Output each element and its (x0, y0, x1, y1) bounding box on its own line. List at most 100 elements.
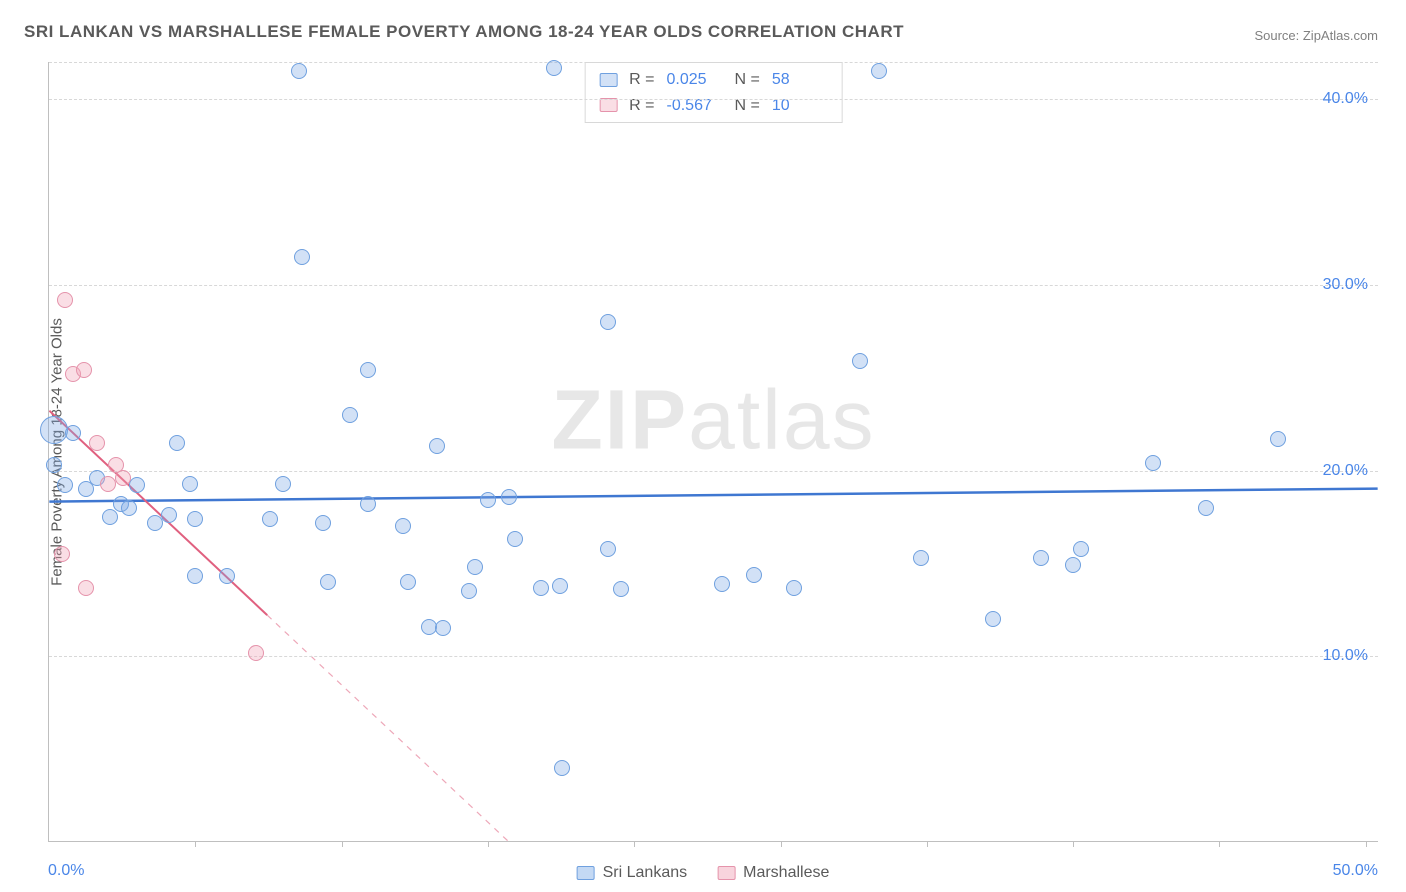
data-point (1198, 500, 1214, 516)
data-point (89, 435, 105, 451)
x-tick (1219, 841, 1220, 847)
gridline (49, 99, 1378, 100)
data-point (501, 489, 517, 505)
data-point (1145, 455, 1161, 471)
data-point (121, 500, 137, 516)
data-point (600, 541, 616, 557)
data-point (507, 531, 523, 547)
data-point (533, 580, 549, 596)
data-point (1033, 550, 1049, 566)
data-point (360, 496, 376, 512)
x-tick (927, 841, 928, 847)
data-point (480, 492, 496, 508)
data-point (248, 645, 264, 661)
correlation-legend: R = 0.025 N = 58R = -0.567 N = 10 (584, 62, 843, 123)
data-point (714, 576, 730, 592)
legend-r-label: R = (629, 67, 654, 93)
legend-item: Sri Lankans (577, 864, 688, 882)
legend-label: Marshallese (743, 864, 829, 882)
data-point (554, 760, 570, 776)
data-point (400, 574, 416, 590)
data-point (461, 583, 477, 599)
data-point (187, 511, 203, 527)
series-legend: Sri Lankans Marshallese (577, 864, 830, 882)
data-point (76, 362, 92, 378)
legend-swatch (577, 866, 595, 880)
y-tick-label: 40.0% (1323, 90, 1368, 108)
data-point (552, 578, 568, 594)
data-point (219, 568, 235, 584)
x-tick (488, 841, 489, 847)
data-point (40, 416, 68, 444)
legend-swatch (599, 73, 617, 87)
data-point (1073, 541, 1089, 557)
legend-n-value: 58 (772, 67, 828, 93)
data-point (46, 457, 62, 473)
gridline (49, 285, 1378, 286)
x-axis-max-label: 50.0% (1333, 862, 1378, 880)
data-point (871, 63, 887, 79)
gridline (49, 471, 1378, 472)
data-point (100, 476, 116, 492)
data-point (546, 60, 562, 76)
data-point (1270, 431, 1286, 447)
legend-n-label: N = (735, 93, 760, 119)
x-tick (1073, 841, 1074, 847)
legend-item: Marshallese (717, 864, 829, 882)
y-tick-label: 10.0% (1323, 647, 1368, 665)
data-point (746, 567, 762, 583)
data-point (613, 581, 629, 597)
x-tick (195, 841, 196, 847)
watermark: ZIPatlas (551, 372, 875, 469)
legend-r-value: 0.025 (667, 67, 723, 93)
chart-title: SRI LANKAN VS MARSHALLESE FEMALE POVERTY… (24, 22, 904, 42)
data-point (1065, 557, 1081, 573)
legend-r-label: R = (629, 93, 654, 119)
data-point (320, 574, 336, 590)
x-tick (1366, 841, 1367, 847)
watermark-light: atlas (688, 373, 875, 467)
source-attribution: Source: ZipAtlas.com (1254, 28, 1378, 43)
gridline (49, 656, 1378, 657)
legend-r-value: -0.567 (667, 93, 723, 119)
data-point (913, 550, 929, 566)
trend-lines-svg (49, 62, 1378, 841)
data-point (467, 559, 483, 575)
data-point (435, 620, 451, 636)
legend-row: R =0.025N =58 (599, 67, 828, 93)
watermark-bold: ZIP (551, 373, 688, 467)
data-point (985, 611, 1001, 627)
gridline (49, 62, 1378, 63)
data-point (187, 568, 203, 584)
data-point (315, 515, 331, 531)
data-point (342, 407, 358, 423)
legend-n-value: 10 (772, 93, 828, 119)
data-point (360, 362, 376, 378)
data-point (395, 518, 411, 534)
legend-swatch (599, 98, 617, 112)
data-point (54, 546, 70, 562)
data-point (169, 435, 185, 451)
x-tick (781, 841, 782, 847)
y-tick-label: 30.0% (1323, 276, 1368, 294)
legend-swatch (717, 866, 735, 880)
legend-label: Sri Lankans (603, 864, 688, 882)
data-point (182, 476, 198, 492)
data-point (429, 438, 445, 454)
data-point (115, 470, 131, 486)
legend-row: R = -0.567 N = 10 (599, 93, 828, 119)
data-point (291, 63, 307, 79)
x-tick (634, 841, 635, 847)
data-point (275, 476, 291, 492)
data-point (57, 292, 73, 308)
data-point (65, 425, 81, 441)
data-point (262, 511, 278, 527)
data-point (600, 314, 616, 330)
plot-area: Female Poverty Among 18-24 Year Olds ZIP… (48, 62, 1378, 842)
data-point (786, 580, 802, 596)
data-point (294, 249, 310, 265)
x-axis-min-label: 0.0% (48, 862, 84, 880)
data-point (161, 507, 177, 523)
y-tick-label: 20.0% (1323, 462, 1368, 480)
x-tick (342, 841, 343, 847)
